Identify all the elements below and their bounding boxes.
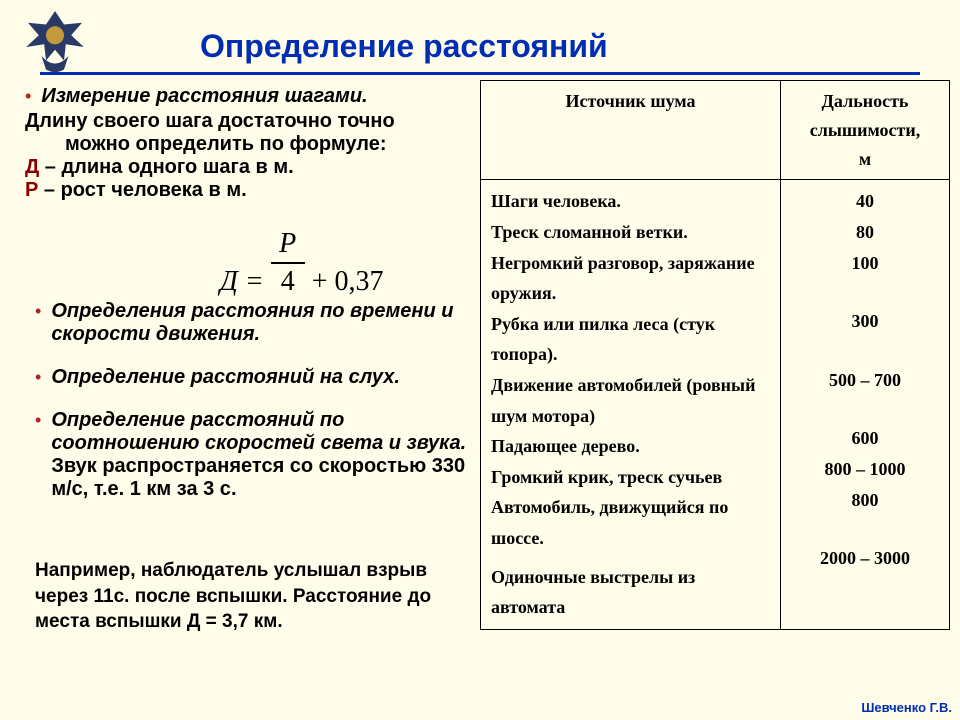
- bullet-icon: •: [25, 85, 31, 107]
- example-text: Например, наблюдатель услышал взрыв чере…: [35, 558, 465, 635]
- bullet-icon: •: [35, 409, 41, 431]
- bullet-text: Определения расстояния по времени и скор…: [51, 300, 470, 346]
- text-line: можно определить по формуле:: [65, 133, 470, 156]
- left-block-2: • Определения расстояния по времени и ск…: [35, 300, 470, 521]
- text-line: Д – длина одного шага в м.: [25, 156, 470, 179]
- bullet-text: Определение расстояний на слух.: [51, 366, 400, 389]
- table-header: Дальность слышимости, м: [781, 81, 950, 180]
- author-label: Шевченко Г.В.: [861, 700, 952, 715]
- emblem-icon: [10, 5, 100, 80]
- bullet-text: Измерение расстояния шагами.: [41, 85, 367, 108]
- table-source-cell: Шаги человека. Треск сломанной ветки. Не…: [481, 180, 781, 629]
- bullet-text: Определение расстояний по соотношению ск…: [51, 409, 470, 501]
- text-line: Длину своего шага достаточно точно: [25, 110, 470, 133]
- formula: Д = P4 + 0,37: [220, 228, 384, 298]
- text-line: Р – рост человека в м.: [25, 179, 470, 202]
- bullet-icon: •: [35, 366, 41, 388]
- page-title: Определение расстояний: [200, 28, 608, 65]
- left-block-1: • Измерение расстояния шагами. Длину сво…: [25, 85, 470, 202]
- title-underline: [40, 72, 920, 75]
- bullet-icon: •: [35, 300, 41, 322]
- sound-table: Источник шума Дальность слышимости, м Ша…: [480, 80, 950, 630]
- table-distance-cell: 40 80 100 300 500 – 700 600 800 – 1000 8…: [781, 180, 950, 629]
- table-header: Источник шума: [481, 81, 781, 180]
